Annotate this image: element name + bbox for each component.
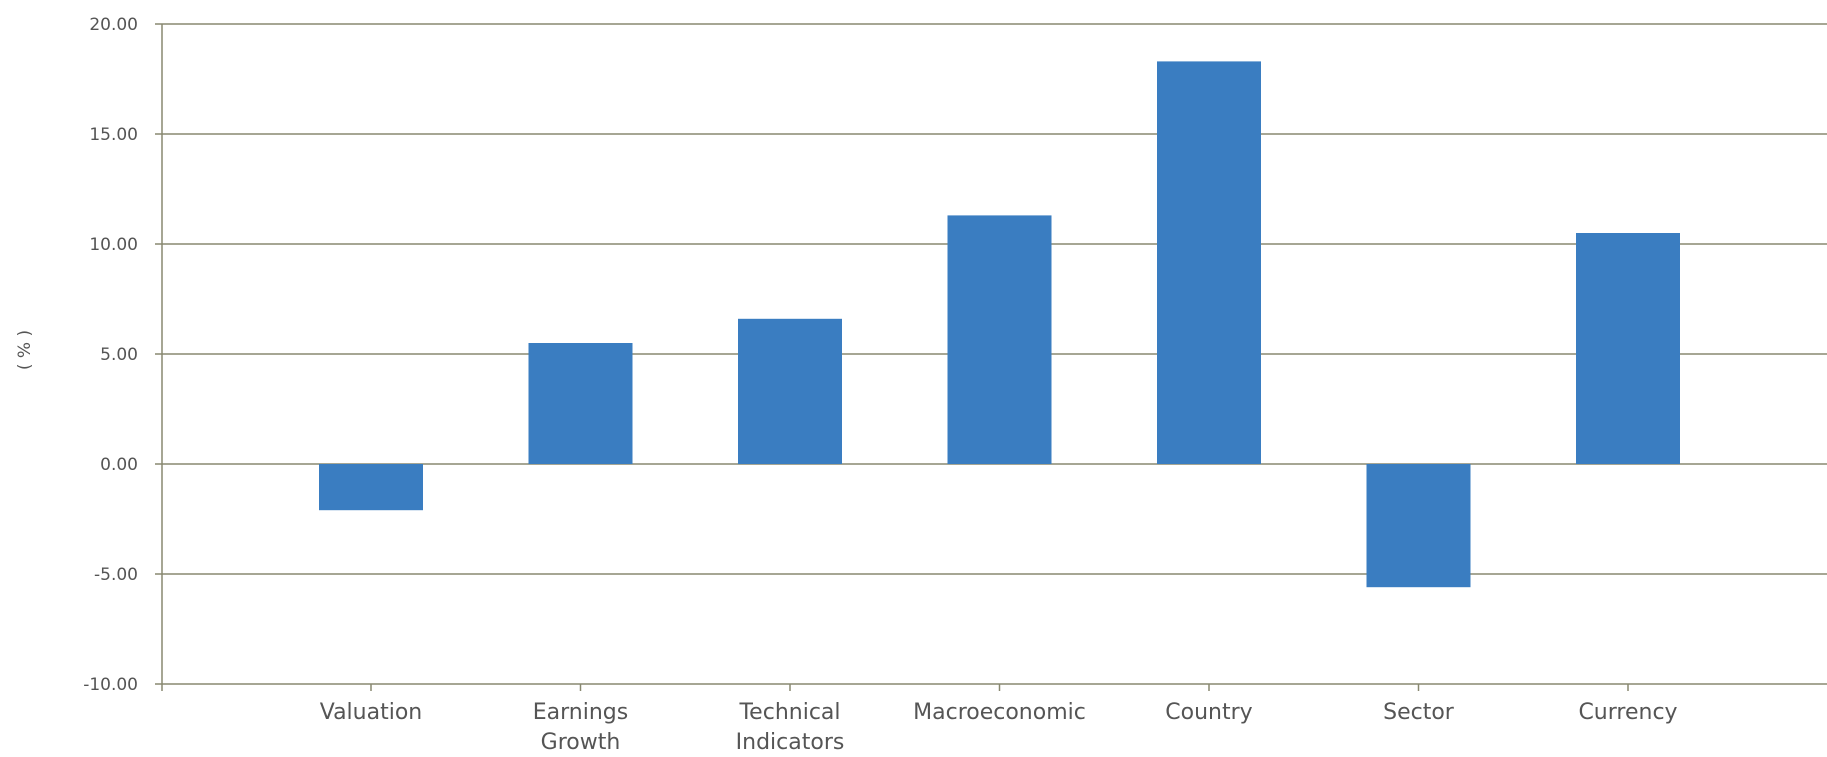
bar: [528, 343, 633, 464]
x-category-label: Earnings: [533, 700, 628, 725]
y-tick-labels: 20.00 15.00 10.00 5.00 0.00 -5.00 -10.00: [83, 15, 138, 695]
y-tick-label: 15.00: [89, 125, 138, 145]
y-tick-label: 0.00: [100, 455, 138, 475]
x-category-label: Currency: [1578, 700, 1677, 725]
x-category-label: Growth: [541, 730, 621, 753]
x-category-label: Indicators: [736, 730, 845, 753]
y-tick-label: -10.00: [83, 675, 138, 695]
axes: [155, 23, 1629, 691]
x-category-label: Country: [1165, 700, 1252, 725]
x-category-label: Technical: [738, 700, 840, 725]
y-tick-label: 20.00: [89, 15, 138, 35]
bars: [319, 61, 1680, 588]
x-category-label: Sector: [1383, 700, 1455, 725]
x-category-label: Macroeconomic: [913, 700, 1086, 725]
bar: [738, 318, 842, 464]
x-category-label: Valuation: [320, 700, 423, 725]
bar: [1157, 61, 1261, 465]
y-tick-label: 10.00: [89, 235, 138, 255]
y-tick-label: 5.00: [100, 345, 138, 365]
x-category-labels: Valuation Earnings Growth Technical Indicato…: [320, 700, 1678, 755]
y-tick-label: -5.00: [94, 565, 138, 585]
y-axis-title: ( % ): [15, 330, 35, 370]
bar: [319, 464, 423, 511]
bar: [947, 215, 1052, 464]
bar: [1576, 233, 1680, 464]
bar: [1366, 464, 1471, 588]
